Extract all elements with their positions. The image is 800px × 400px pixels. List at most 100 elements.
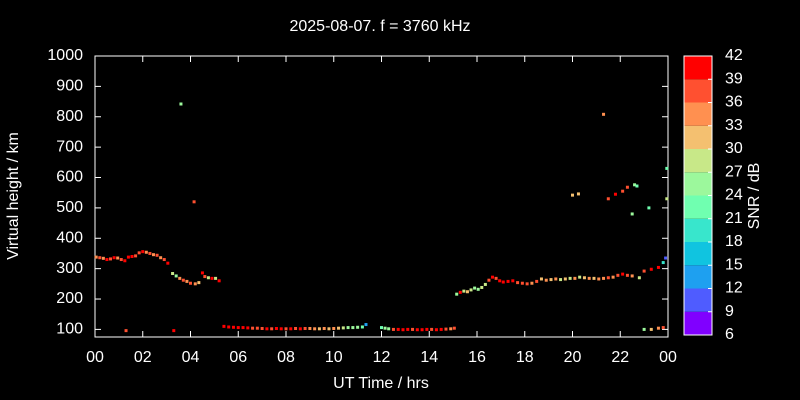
echo-point xyxy=(483,282,487,286)
echo-point xyxy=(274,326,278,330)
echo-point xyxy=(294,326,298,330)
echo-point xyxy=(487,278,491,282)
echo-point xyxy=(621,189,625,193)
echo-point xyxy=(642,327,646,331)
echo-point xyxy=(317,327,321,331)
echo-point xyxy=(332,326,336,330)
echo-point xyxy=(387,327,391,331)
plot-frame xyxy=(94,55,669,338)
echo-point xyxy=(602,276,606,280)
echo-point xyxy=(649,327,653,331)
echo-point xyxy=(606,276,610,280)
echo-point xyxy=(516,281,520,285)
echo-point xyxy=(411,327,415,331)
colorbar-band xyxy=(684,242,712,266)
echo-point xyxy=(217,279,221,283)
echo-point xyxy=(279,327,283,331)
echo-point xyxy=(511,279,515,283)
echo-point xyxy=(337,326,341,330)
echo-point xyxy=(155,253,159,257)
echo-point xyxy=(592,276,596,280)
echo-point xyxy=(661,261,665,265)
echo-point xyxy=(126,255,130,259)
echo-point xyxy=(630,212,634,216)
echo-point xyxy=(656,326,660,330)
echo-point xyxy=(665,166,669,170)
echo-point xyxy=(563,277,567,281)
echo-point xyxy=(539,277,543,281)
echo-point xyxy=(455,292,459,296)
echo-point xyxy=(535,279,539,283)
echo-point xyxy=(236,326,240,330)
echo-point xyxy=(452,326,456,330)
echo-point xyxy=(597,277,601,281)
echo-point xyxy=(130,254,134,258)
echo-point xyxy=(480,285,484,289)
colorbar-band xyxy=(684,172,712,196)
colorbar-tick-label: 36 xyxy=(725,94,743,111)
x-tick-label: 12 xyxy=(373,349,391,366)
echo-point xyxy=(391,327,395,331)
echo-point xyxy=(530,281,534,285)
echo-point xyxy=(166,261,170,265)
echo-point xyxy=(356,325,360,329)
echo-point xyxy=(439,327,443,331)
echo-point xyxy=(401,328,405,332)
echo-point xyxy=(625,185,629,189)
echo-point xyxy=(635,184,639,188)
y-tick-label: 1000 xyxy=(47,47,83,64)
echo-point xyxy=(222,324,226,328)
echo-point xyxy=(647,206,651,210)
y-tick-label: 600 xyxy=(56,169,83,186)
x-tick-label: 00 xyxy=(659,349,677,366)
x-tick-label: 18 xyxy=(516,349,534,366)
echo-point xyxy=(420,328,424,332)
colorbar-tick-label: 9 xyxy=(725,303,734,320)
x-tick-label: 14 xyxy=(420,349,438,366)
echo-point xyxy=(210,276,214,280)
echo-point xyxy=(178,276,182,280)
echo-point xyxy=(606,197,610,201)
echo-point xyxy=(116,256,120,260)
echo-point xyxy=(360,325,364,329)
x-axis-label: UT Time / hrs xyxy=(333,375,429,392)
colorbar-tick-label: 39 xyxy=(725,70,743,87)
echo-point xyxy=(265,327,269,331)
echo-point xyxy=(602,112,606,116)
echo-point xyxy=(203,275,207,279)
echo-point xyxy=(582,276,586,280)
echo-point xyxy=(444,327,448,331)
echo-point xyxy=(656,265,660,269)
echo-point xyxy=(469,288,473,292)
echo-point xyxy=(227,325,231,329)
echo-point xyxy=(396,327,400,331)
echo-point xyxy=(498,279,502,283)
colorbar-tick-label: 30 xyxy=(725,140,743,157)
echo-point xyxy=(322,326,326,330)
echo-point xyxy=(197,281,201,285)
echo-point xyxy=(124,329,128,333)
echo-point xyxy=(621,272,625,276)
y-tick-label: 900 xyxy=(56,78,83,95)
echo-point xyxy=(465,290,469,294)
echo-point xyxy=(430,327,434,331)
colorbar-band xyxy=(684,311,712,335)
echo-point xyxy=(458,290,462,294)
echo-point xyxy=(179,102,183,106)
x-tick-label: 16 xyxy=(468,349,486,366)
echo-point xyxy=(137,251,141,255)
echo-point xyxy=(633,183,637,187)
echo-point xyxy=(123,259,127,263)
echo-point xyxy=(473,286,477,290)
echo-point xyxy=(559,278,563,282)
echo-point xyxy=(501,280,505,284)
colorbar-band xyxy=(684,288,712,312)
colorbar-band xyxy=(684,218,712,242)
echo-point xyxy=(661,326,665,330)
echo-point xyxy=(616,273,620,277)
x-tick-label: 10 xyxy=(325,349,343,366)
echo-point xyxy=(364,323,368,327)
colorbar-band xyxy=(684,125,712,149)
x-tick-label: 02 xyxy=(134,349,152,366)
